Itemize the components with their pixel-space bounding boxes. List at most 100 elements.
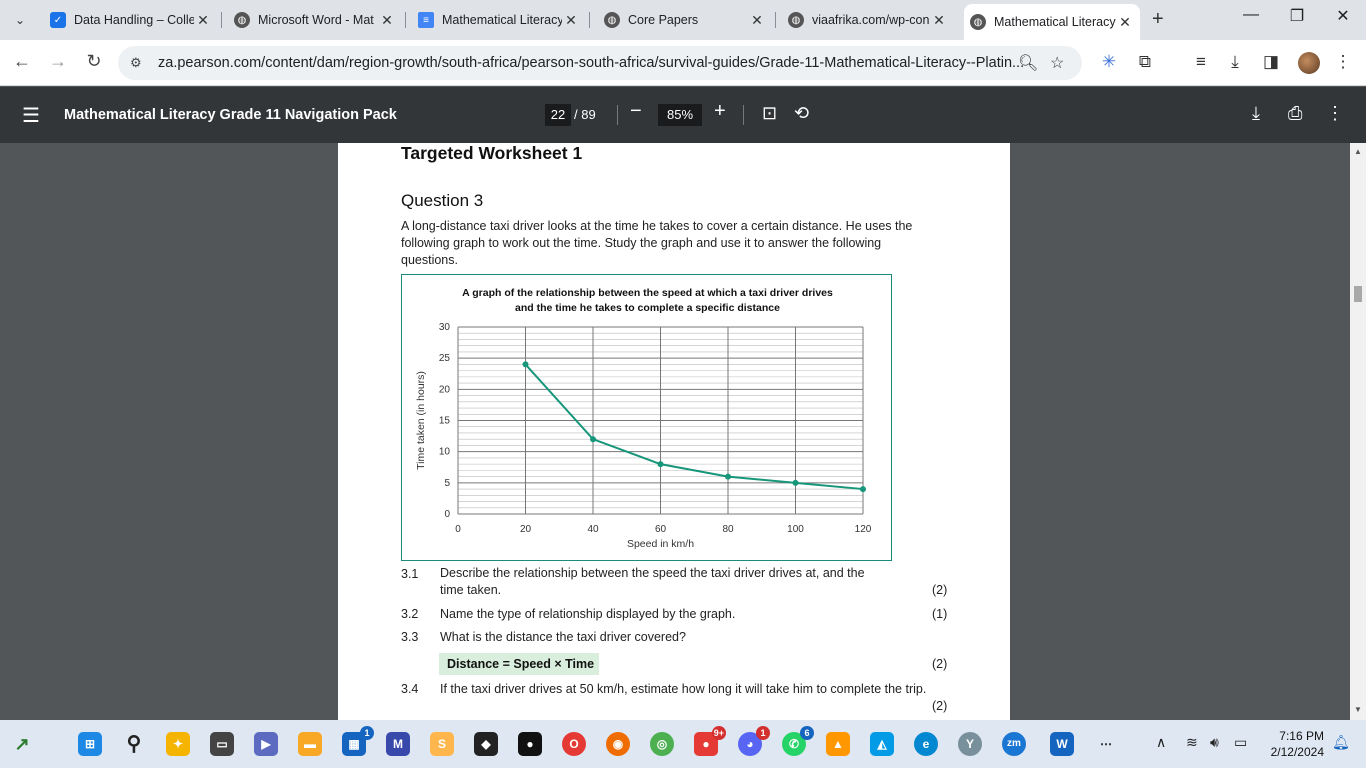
tab-title: Mathematical Literacy [994, 15, 1116, 29]
word-icon[interactable]: W [1050, 732, 1074, 756]
scroll-down-icon[interactable]: ▼ [1354, 705, 1362, 714]
globe-icon: ◍ [788, 12, 804, 28]
item-text: Describe the relationship between the sp… [440, 566, 865, 597]
new-tab-icon[interactable]: + [1152, 8, 1164, 30]
file-explorer-icon[interactable]: ▬ [298, 732, 322, 756]
chrome-icon[interactable]: ◎ [650, 732, 674, 756]
pdf-toolbar: ☰ Mathematical Literacy Grade 11 Navigat… [0, 87, 1366, 143]
print-icon[interactable]: ⎙ [1288, 103, 1303, 123]
wifi-icon[interactable]: ≋ [1186, 734, 1198, 750]
zoom-out-icon[interactable]: − [630, 100, 642, 122]
item-marks: (2) [932, 657, 948, 671]
zoom-lens-icon[interactable]: 🔍︎ [1018, 55, 1039, 72]
close-icon[interactable]: ✕ [751, 11, 763, 28]
search-icon[interactable]: ⚲ [126, 733, 142, 755]
browser-toolbar: ← → ↻ ⚙ za.pearson.com/content/dam/regio… [0, 40, 1366, 86]
back-icon[interactable]: ← [13, 51, 31, 71]
zoom-app-icon[interactable]: zm [1002, 732, 1026, 756]
figma-icon[interactable]: ◆ [474, 732, 498, 756]
close-icon[interactable]: ✕ [381, 11, 393, 28]
download-icon[interactable]: ⤓ [1252, 103, 1260, 123]
media-control-icon[interactable]: ≡ [1196, 52, 1206, 71]
close-icon[interactable]: ✕ [933, 11, 945, 28]
close-window-icon[interactable]: ✕ [1336, 8, 1350, 25]
notifications-bell-icon[interactable]: 🔔︎ [1332, 734, 1350, 750]
tab-title: Microsoft Word - Mat [258, 13, 374, 27]
browser-menu-icon[interactable]: ⋮ [1334, 52, 1352, 71]
reload-icon[interactable]: ↻ [86, 51, 102, 71]
show-hidden-icons[interactable]: ∧ [1156, 734, 1167, 750]
tab-search-chevron-icon[interactable]: ⌄ [14, 13, 26, 27]
start-icon[interactable]: ⊞ [78, 732, 102, 756]
item-marks: (2) [932, 699, 948, 713]
tab-viaafrika[interactable]: ◍ viaafrika.com/wp-con ✕ [782, 4, 954, 36]
browser-icon[interactable]: ● 9+ [694, 726, 726, 756]
edge-icon[interactable]: e [914, 732, 938, 756]
rotate-icon[interactable]: ⟲ [794, 103, 810, 123]
hamburger-menu-icon[interactable]: ☰ [22, 105, 40, 127]
tab-strip: ⌄ ✓ Data Handling – Colle ✕ ◍ Microsoft … [0, 0, 1366, 40]
opera-icon[interactable]: O [562, 732, 586, 756]
app-y-icon[interactable]: Y [958, 732, 982, 756]
profile-avatar[interactable] [1298, 52, 1320, 74]
item-marks: (1) [932, 607, 948, 621]
store-icon[interactable]: ▦ 1 [342, 726, 374, 756]
stocks-widget-icon[interactable]: ↗ [14, 734, 30, 754]
tab-microsoft-word[interactable]: ◍ Microsoft Word - Mat ✕ [228, 4, 402, 36]
item-number: 3.1 [401, 567, 419, 581]
page-number-input[interactable]: 22 [545, 104, 571, 126]
pdf-title: Mathematical Literacy Grade 11 Navigatio… [64, 107, 397, 123]
photos-icon[interactable]: ◭ [870, 732, 894, 756]
item-text: What is the distance the taxi driver cov… [440, 630, 686, 644]
bookmark-star-icon[interactable]: ☆ [1050, 55, 1065, 72]
pdf-viewer[interactable]: Targeted Worksheet 1 Question 3 A long-d… [0, 143, 1366, 720]
teams-meet-icon[interactable]: ▶ [254, 732, 278, 756]
restore-icon[interactable]: ❐ [1289, 8, 1305, 25]
close-icon[interactable]: ✕ [565, 11, 577, 28]
firefox-icon[interactable]: ◉ [606, 732, 630, 756]
tab-data-handling[interactable]: ✓ Data Handling – Colle ✕ [44, 4, 218, 36]
copilot-icon[interactable]: ✦ [166, 732, 190, 756]
github-icon[interactable]: ● [518, 732, 542, 756]
item-marks: (2) [932, 583, 948, 597]
data-point [522, 361, 529, 368]
close-icon[interactable]: ✕ [1119, 13, 1131, 30]
tab-title: Core Papers [628, 13, 699, 27]
tab-core-papers[interactable]: ◍ Core Papers ✕ [598, 4, 772, 36]
extension-sparkle-icon[interactable]: ✳ [1101, 52, 1117, 71]
tab-math-lit-docs[interactable]: ≡ Mathematical Literacy ✕ [412, 4, 586, 36]
minimize-icon[interactable]: — [1243, 6, 1259, 23]
extensions-puzzle-icon[interactable]: ⧉ [1138, 52, 1152, 71]
scrollbar-thumb[interactable] [1354, 286, 1362, 302]
close-icon[interactable]: ✕ [197, 11, 209, 28]
x-axis-label: Speed in km/h [627, 538, 694, 550]
overflow-icon[interactable]: ⋯ [1100, 737, 1112, 751]
site-info-icon[interactable]: ⚙ [130, 55, 142, 70]
clock[interactable]: 7:16 PM 2/12/2024 [1262, 728, 1324, 760]
side-panel-icon[interactable]: ◨ [1262, 52, 1280, 71]
zoom-level-input[interactable]: 85% [658, 104, 702, 126]
worksheet-heading: Targeted Worksheet 1 [401, 143, 583, 163]
pdf-page: Targeted Worksheet 1 Question 3 A long-d… [338, 143, 1010, 720]
editor-icon[interactable]: M [386, 732, 410, 756]
vertical-scrollbar[interactable]: ▲ ▼ [1350, 143, 1366, 720]
address-bar[interactable]: ⚙ za.pearson.com/content/dam/region-grow… [118, 46, 1082, 80]
discord-icon[interactable]: ◕ 1 [738, 726, 770, 756]
whatsapp-icon[interactable]: ✆ 6 [782, 726, 814, 756]
item-number: 3.4 [401, 682, 419, 696]
app-s-icon[interactable]: S [430, 732, 454, 756]
fit-page-icon[interactable]: ⊡ [762, 103, 778, 123]
zoom-in-icon[interactable]: + [714, 100, 726, 122]
forward-icon[interactable]: → [49, 51, 67, 71]
battery-icon[interactable]: ▭ [1234, 734, 1248, 750]
tab-math-lit-active[interactable]: ◍ Mathematical Literacy ✕ [964, 4, 1140, 40]
docs-icon: ≡ [418, 12, 434, 28]
scroll-up-icon[interactable]: ▲ [1354, 147, 1362, 156]
more-options-icon[interactable]: ⋮ [1326, 103, 1344, 123]
task-view-icon[interactable]: ▭ [210, 732, 234, 756]
volume-icon[interactable]: 🔊︎ [1210, 734, 1219, 750]
x-tick-label: 0 [455, 524, 461, 535]
vlc-icon[interactable]: ▲ [826, 732, 850, 756]
downloads-icon[interactable]: ⤓ [1231, 52, 1239, 71]
line-chart: 0 20 40 60 80 100 120 0 5 10 15 20 25 30 Speed in km/h… [415, 322, 872, 550]
